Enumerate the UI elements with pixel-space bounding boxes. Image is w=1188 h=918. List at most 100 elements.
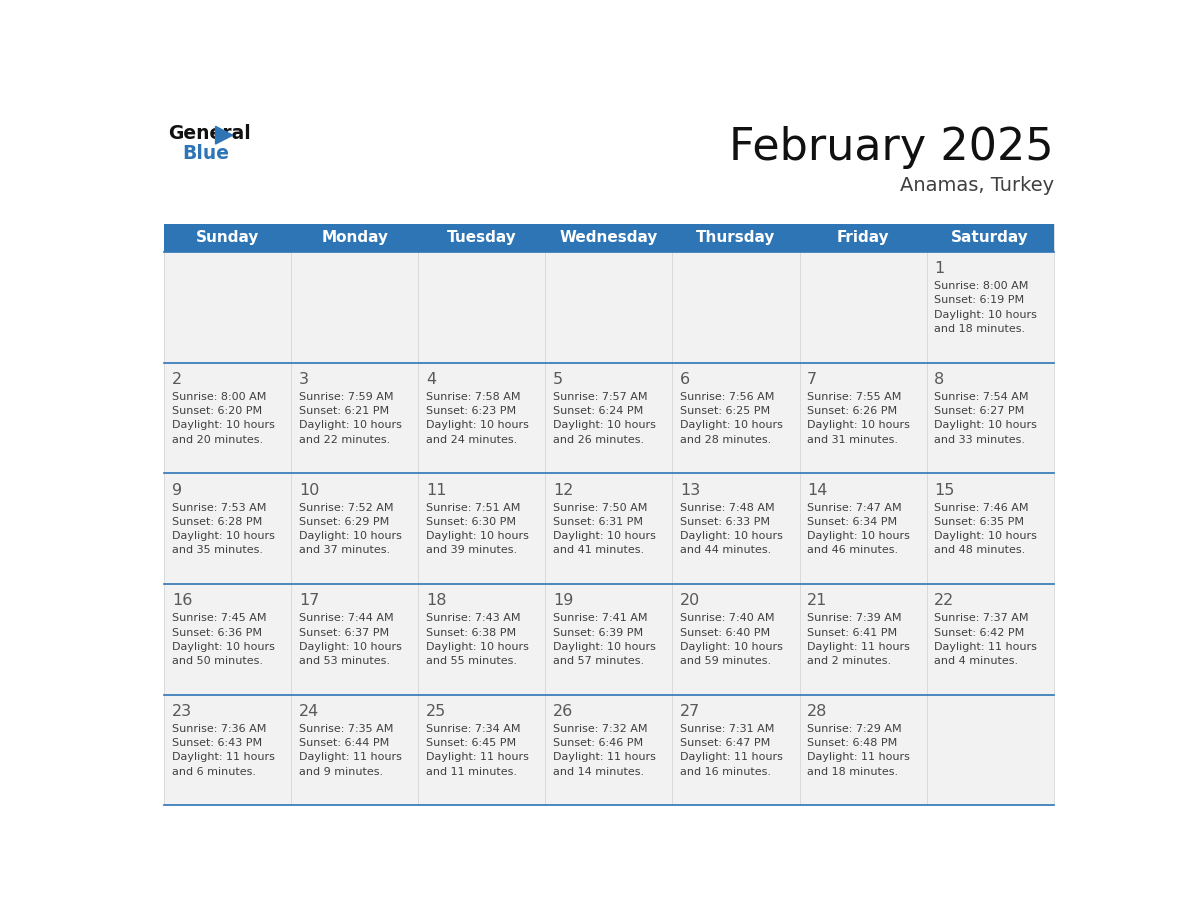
Text: and 57 minutes.: and 57 minutes. [554, 656, 644, 666]
Text: Sunrise: 7:55 AM: Sunrise: 7:55 AM [808, 392, 902, 402]
Text: Sunset: 6:39 PM: Sunset: 6:39 PM [554, 628, 643, 637]
Text: General: General [168, 124, 251, 143]
Text: and 39 minutes.: and 39 minutes. [426, 545, 517, 555]
Text: 4: 4 [426, 372, 436, 386]
Text: Daylight: 10 hours: Daylight: 10 hours [172, 420, 274, 431]
Text: Sunrise: 7:50 AM: Sunrise: 7:50 AM [554, 502, 647, 512]
Text: and 26 minutes.: and 26 minutes. [554, 434, 644, 444]
Text: and 37 minutes.: and 37 minutes. [299, 545, 390, 555]
Text: Sunrise: 7:35 AM: Sunrise: 7:35 AM [299, 724, 393, 734]
Text: Sunrise: 8:00 AM: Sunrise: 8:00 AM [934, 281, 1029, 291]
Text: Daylight: 11 hours: Daylight: 11 hours [934, 642, 1037, 652]
Text: and 16 minutes.: and 16 minutes. [681, 767, 771, 777]
Bar [164, 474, 1054, 584]
Text: Sunset: 6:48 PM: Sunset: 6:48 PM [808, 738, 897, 748]
Text: Sunrise: 7:57 AM: Sunrise: 7:57 AM [554, 392, 647, 402]
Text: Sunset: 6:40 PM: Sunset: 6:40 PM [681, 628, 770, 637]
Text: Sunset: 6:38 PM: Sunset: 6:38 PM [426, 628, 516, 637]
Text: and 6 minutes.: and 6 minutes. [172, 767, 255, 777]
Text: Daylight: 10 hours: Daylight: 10 hours [554, 531, 656, 541]
Text: 6: 6 [681, 372, 690, 386]
Text: Daylight: 10 hours: Daylight: 10 hours [808, 531, 910, 541]
Text: 3: 3 [299, 372, 309, 386]
Text: Sunset: 6:30 PM: Sunset: 6:30 PM [426, 517, 516, 527]
Text: Sunrise: 7:36 AM: Sunrise: 7:36 AM [172, 724, 266, 734]
Text: Sunrise: 7:59 AM: Sunrise: 7:59 AM [299, 392, 393, 402]
Text: Sunset: 6:19 PM: Sunset: 6:19 PM [934, 296, 1024, 306]
Text: Monday: Monday [321, 230, 388, 245]
Text: Sunset: 6:47 PM: Sunset: 6:47 PM [681, 738, 770, 748]
Text: Sunset: 6:20 PM: Sunset: 6:20 PM [172, 406, 261, 416]
Text: Daylight: 10 hours: Daylight: 10 hours [299, 642, 402, 652]
Text: Sunset: 6:27 PM: Sunset: 6:27 PM [934, 406, 1024, 416]
Text: and 18 minutes.: and 18 minutes. [934, 324, 1025, 334]
Text: Sunrise: 7:39 AM: Sunrise: 7:39 AM [808, 613, 902, 623]
Text: Sunset: 6:24 PM: Sunset: 6:24 PM [554, 406, 643, 416]
Text: 20: 20 [681, 593, 701, 609]
Text: 23: 23 [172, 704, 192, 719]
Text: 21: 21 [808, 593, 828, 609]
Text: 22: 22 [934, 593, 955, 609]
Text: 17: 17 [299, 593, 320, 609]
Text: 25: 25 [426, 704, 447, 719]
Text: and 28 minutes.: and 28 minutes. [681, 434, 771, 444]
Text: Blue: Blue [182, 143, 229, 162]
Text: and 55 minutes.: and 55 minutes. [426, 656, 517, 666]
Text: Daylight: 11 hours: Daylight: 11 hours [426, 753, 529, 763]
Text: Tuesday: Tuesday [447, 230, 517, 245]
Text: Sunrise: 7:29 AM: Sunrise: 7:29 AM [808, 724, 902, 734]
Text: 16: 16 [172, 593, 192, 609]
Text: Daylight: 10 hours: Daylight: 10 hours [681, 420, 783, 431]
Text: Daylight: 11 hours: Daylight: 11 hours [299, 753, 402, 763]
Text: and 2 minutes.: and 2 minutes. [808, 656, 891, 666]
Text: Sunrise: 7:48 AM: Sunrise: 7:48 AM [681, 502, 775, 512]
Text: Wednesday: Wednesday [560, 230, 658, 245]
Text: Sunset: 6:44 PM: Sunset: 6:44 PM [299, 738, 390, 748]
Text: Daylight: 10 hours: Daylight: 10 hours [934, 309, 1037, 319]
Text: February 2025: February 2025 [729, 126, 1054, 169]
Text: and 9 minutes.: and 9 minutes. [299, 767, 383, 777]
Text: Sunrise: 7:53 AM: Sunrise: 7:53 AM [172, 502, 266, 512]
Text: Daylight: 11 hours: Daylight: 11 hours [172, 753, 274, 763]
Text: 27: 27 [681, 704, 701, 719]
Text: and 22 minutes.: and 22 minutes. [299, 434, 390, 444]
Text: Daylight: 10 hours: Daylight: 10 hours [554, 420, 656, 431]
Text: Sunrise: 7:56 AM: Sunrise: 7:56 AM [681, 392, 775, 402]
Text: Sunrise: 7:54 AM: Sunrise: 7:54 AM [934, 392, 1029, 402]
Text: Daylight: 11 hours: Daylight: 11 hours [808, 642, 910, 652]
Text: Sunrise: 7:46 AM: Sunrise: 7:46 AM [934, 502, 1029, 512]
Text: Sunset: 6:46 PM: Sunset: 6:46 PM [554, 738, 643, 748]
Polygon shape [215, 127, 233, 144]
Text: and 31 minutes.: and 31 minutes. [808, 434, 898, 444]
Text: and 59 minutes.: and 59 minutes. [681, 656, 771, 666]
Text: Anamas, Turkey: Anamas, Turkey [899, 175, 1054, 195]
Text: 26: 26 [554, 704, 574, 719]
Text: Sunrise: 7:32 AM: Sunrise: 7:32 AM [554, 724, 647, 734]
Text: Sunrise: 7:51 AM: Sunrise: 7:51 AM [426, 502, 520, 512]
Text: 24: 24 [299, 704, 320, 719]
Text: 7: 7 [808, 372, 817, 386]
Text: Daylight: 10 hours: Daylight: 10 hours [934, 531, 1037, 541]
Text: Daylight: 10 hours: Daylight: 10 hours [426, 531, 529, 541]
Text: and 33 minutes.: and 33 minutes. [934, 434, 1025, 444]
Text: Thursday: Thursday [696, 230, 776, 245]
Text: Sunrise: 7:41 AM: Sunrise: 7:41 AM [554, 613, 647, 623]
Text: Daylight: 10 hours: Daylight: 10 hours [934, 420, 1037, 431]
Text: Sunrise: 7:44 AM: Sunrise: 7:44 AM [299, 613, 393, 623]
Text: Sunset: 6:37 PM: Sunset: 6:37 PM [299, 628, 388, 637]
Text: Sunset: 6:41 PM: Sunset: 6:41 PM [808, 628, 897, 637]
Text: 19: 19 [554, 593, 574, 609]
Text: and 18 minutes.: and 18 minutes. [808, 767, 898, 777]
Text: Daylight: 10 hours: Daylight: 10 hours [681, 642, 783, 652]
Text: 10: 10 [299, 483, 320, 498]
Text: and 24 minutes.: and 24 minutes. [426, 434, 517, 444]
Text: Friday: Friday [836, 230, 890, 245]
Text: Sunrise: 7:58 AM: Sunrise: 7:58 AM [426, 392, 520, 402]
Bar [164, 224, 1054, 252]
Text: Daylight: 11 hours: Daylight: 11 hours [681, 753, 783, 763]
Text: Sunrise: 7:47 AM: Sunrise: 7:47 AM [808, 502, 902, 512]
Text: Sunrise: 7:40 AM: Sunrise: 7:40 AM [681, 613, 775, 623]
Text: 13: 13 [681, 483, 701, 498]
Text: Sunset: 6:35 PM: Sunset: 6:35 PM [934, 517, 1024, 527]
Text: 12: 12 [554, 483, 574, 498]
